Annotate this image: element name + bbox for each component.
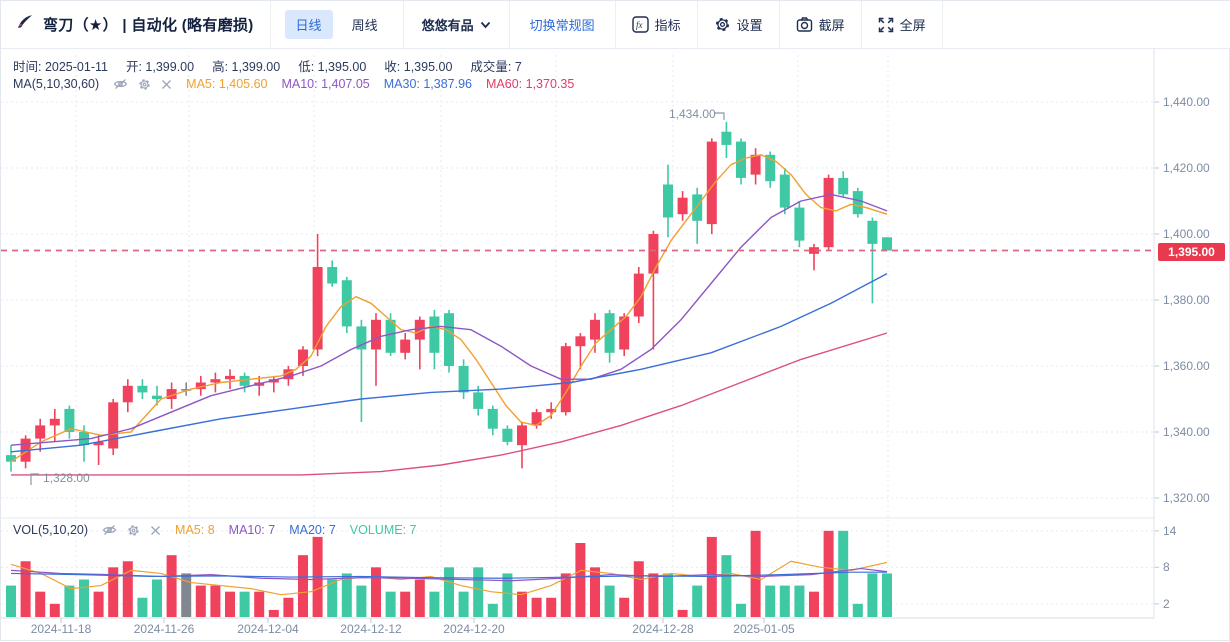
divider (860, 1, 862, 48)
low-price-annotation: 1,328.00 (43, 471, 90, 485)
settings-label: 设置 (736, 18, 763, 33)
vol-volume-value: VOLUME: 7 (349, 523, 417, 537)
vol-ma5-value: MA5: 8 (175, 523, 215, 537)
date-axis-label: 2024-11-26 (133, 622, 195, 636)
ohlc-info-bar: 时间: 2025-01-11 开: 1,399.00 高: 1,399.00 低… (13, 56, 522, 75)
info-open: 开: 1,399.00 (125, 60, 195, 74)
close-indicator-icon[interactable] (150, 525, 161, 536)
divider (941, 1, 943, 48)
divider (269, 1, 271, 48)
price-axis-label: 1,400.00 (1163, 227, 1210, 241)
price-axis-label: 1,360.00 (1163, 359, 1210, 373)
volume-legend-bar: VOL(5,10,20) MA5: 8 MA10: 7 MA20: 7 VOLU… (13, 523, 416, 537)
camera-icon (796, 16, 813, 33)
ma-group-name: MA(5,10,30,60) (13, 77, 100, 91)
divider (402, 1, 404, 48)
date-axis-label: 2024-12-12 (340, 622, 402, 636)
fx-indicator-icon: fx (631, 16, 649, 33)
gear-icon (714, 16, 731, 33)
info-low: 低: 1,395.00 (298, 60, 367, 74)
date-axis-label: 2025-01-05 (733, 622, 795, 636)
screenshot-label: 截屏 (818, 18, 845, 33)
date-axis-label: 2024-11-18 (30, 622, 92, 636)
divider (778, 1, 780, 48)
tab-daily[interactable]: 日线 (284, 10, 333, 39)
date-axis-label: 2024-12-20 (443, 622, 505, 636)
switch-normal-chart-link[interactable]: 切换常规图 (529, 18, 595, 33)
close-indicator-icon[interactable] (161, 79, 172, 90)
toolbar: 弯刀（★） | 自动化 (略有磨损) 日线 周线 悠悠有品 切换常规图 fx 指… (1, 1, 1230, 49)
indicator-settings-icon[interactable] (138, 78, 151, 91)
date-axis-label: 2024-12-04 (237, 622, 299, 636)
price-axis-label: 1,440.00 (1163, 95, 1210, 109)
market-source-select[interactable]: 悠悠有品 (404, 15, 509, 34)
tab-weekly[interactable]: 周线 (351, 18, 378, 33)
price-axis-label: 1,340.00 (1163, 425, 1210, 439)
vol-ma10-value: MA10: 7 (228, 523, 276, 537)
info-volume: 成交量: 7 (470, 60, 522, 74)
price-axis-label: 1,380.00 (1163, 293, 1210, 307)
hide-eye-icon[interactable] (102, 524, 117, 536)
last-price-badge: 1,395.00 (1158, 243, 1225, 261)
settings-button[interactable]: 设置 (698, 15, 779, 34)
divider (508, 1, 510, 48)
fullscreen-icon (878, 17, 894, 33)
info-high: 高: 1,399.00 (212, 60, 281, 74)
item-title: 弯刀（★） | 自动化 (略有磨损) (43, 17, 254, 34)
vol-group-name: VOL(5,10,20) (13, 523, 89, 537)
svg-text:fx: fx (636, 20, 643, 30)
volume-axis-label: 2 (1163, 596, 1170, 611)
ma60-value: MA60: 1,370.35 (486, 77, 575, 91)
price-axis-label: 1,320.00 (1163, 491, 1210, 505)
info-time: 时间: 2025-01-11 (13, 60, 108, 74)
indicator-button[interactable]: fx 指标 (616, 15, 697, 34)
ma5-value: MA5: 1,405.60 (186, 77, 268, 91)
fullscreen-button[interactable]: 全屏 (862, 15, 942, 34)
ma30-value: MA30: 1,387.96 (383, 77, 473, 91)
price-axis-label: 1,420.00 (1163, 161, 1210, 175)
high-price-annotation: 1,434.00 (669, 107, 716, 121)
volume-axis-label: 14 (1163, 523, 1177, 538)
divider (696, 1, 698, 48)
chevron-down-icon (480, 17, 491, 32)
screenshot-button[interactable]: 截屏 (780, 15, 861, 34)
date-axis-label: 2024-12-28 (632, 622, 694, 636)
volume-axis-label: 8 (1163, 560, 1170, 575)
market-source-label: 悠悠有品 (421, 18, 474, 33)
fullscreen-label: 全屏 (899, 18, 926, 33)
indicator-label: 指标 (654, 18, 681, 33)
info-close: 收: 1,395.00 (384, 60, 453, 74)
hide-eye-icon[interactable] (113, 78, 128, 90)
ma10-value: MA10: 1,407.05 (281, 77, 370, 91)
divider (614, 1, 616, 48)
vol-ma20-value: MA20: 7 (289, 523, 336, 537)
indicator-settings-icon[interactable] (127, 524, 140, 537)
ma-legend-bar: MA(5,10,30,60) MA5: 1,405.60 MA10: 1,407… (13, 77, 574, 91)
knife-icon (15, 12, 35, 37)
